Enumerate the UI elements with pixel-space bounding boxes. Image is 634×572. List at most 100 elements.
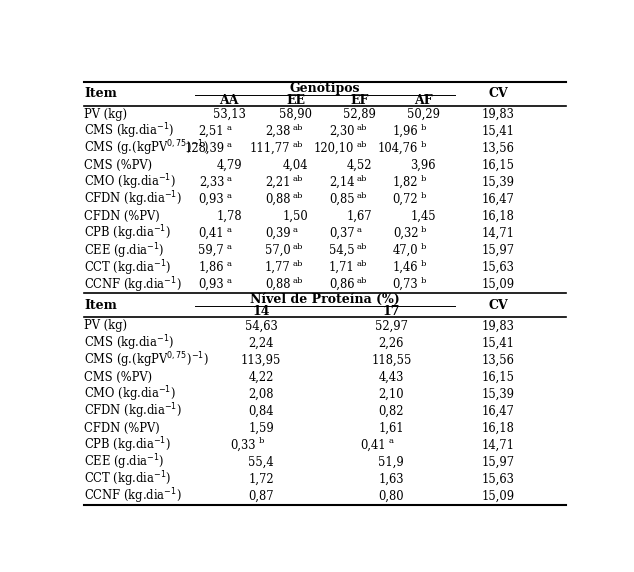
Text: PV (kg): PV (kg) (84, 319, 127, 332)
Text: CEE (g.dia$^{-1}$): CEE (g.dia$^{-1}$) (84, 452, 165, 472)
Text: ab: ab (357, 124, 367, 132)
Text: 120,10: 120,10 (314, 142, 354, 155)
Text: 0,88: 0,88 (265, 193, 290, 206)
Text: 0,85: 0,85 (329, 193, 354, 206)
Text: 0,41: 0,41 (361, 439, 386, 452)
Text: 51,9: 51,9 (378, 456, 404, 468)
Text: 1,77: 1,77 (265, 261, 290, 274)
Text: Item: Item (84, 88, 117, 101)
Text: 113,95: 113,95 (241, 353, 281, 367)
Text: 13,56: 13,56 (482, 353, 515, 367)
Text: 1,67: 1,67 (347, 210, 372, 223)
Text: CMS (kg.dia$^{-1}$): CMS (kg.dia$^{-1}$) (84, 122, 174, 141)
Text: 1,50: 1,50 (283, 210, 308, 223)
Text: 0,88: 0,88 (265, 278, 290, 291)
Text: 0,33: 0,33 (231, 439, 256, 452)
Text: 0,41: 0,41 (198, 227, 224, 240)
Text: 15,63: 15,63 (482, 472, 515, 486)
Text: CFDN (kg.dia$^{-1}$): CFDN (kg.dia$^{-1}$) (84, 401, 182, 421)
Text: 14,71: 14,71 (482, 227, 515, 240)
Text: CCNF (kg.dia$^{-1}$): CCNF (kg.dia$^{-1}$) (84, 486, 182, 506)
Text: b: b (421, 141, 426, 149)
Text: 2,24: 2,24 (249, 336, 274, 349)
Text: ab: ab (357, 175, 367, 183)
Text: 1,72: 1,72 (249, 472, 274, 486)
Text: b: b (421, 277, 426, 285)
Text: CMS (g.(kgPV$^{0,75}$)$^{-1}$): CMS (g.(kgPV$^{0,75}$)$^{-1}$) (84, 139, 209, 158)
Text: 16,47: 16,47 (482, 404, 515, 418)
Text: b: b (421, 192, 426, 200)
Text: 2,51: 2,51 (198, 125, 224, 138)
Text: 53,13: 53,13 (212, 108, 245, 121)
Text: CMO (kg.dia$^{-1}$): CMO (kg.dia$^{-1}$) (84, 384, 176, 404)
Text: 57,0: 57,0 (265, 244, 290, 257)
Text: ab: ab (357, 277, 367, 285)
Text: 15,39: 15,39 (482, 387, 515, 400)
Text: CMS (%PV): CMS (%PV) (84, 159, 152, 172)
Text: 54,5: 54,5 (329, 244, 354, 257)
Text: ab: ab (357, 141, 367, 149)
Text: a: a (227, 277, 231, 285)
Text: AA: AA (219, 94, 239, 107)
Text: 1,61: 1,61 (378, 422, 404, 435)
Text: 4,52: 4,52 (347, 159, 372, 172)
Text: ab: ab (357, 192, 367, 200)
Text: 55,4: 55,4 (249, 456, 274, 468)
Text: 0,32: 0,32 (393, 227, 418, 240)
Text: a: a (227, 192, 231, 200)
Text: 1,63: 1,63 (378, 472, 404, 486)
Text: 104,76: 104,76 (378, 142, 418, 155)
Text: 2,38: 2,38 (265, 125, 290, 138)
Text: 15,97: 15,97 (482, 244, 515, 257)
Text: a: a (227, 260, 231, 268)
Text: EE: EE (286, 94, 305, 107)
Text: b: b (421, 124, 426, 132)
Text: CEE (g.dia$^{-1}$): CEE (g.dia$^{-1}$) (84, 241, 165, 260)
Text: 15,41: 15,41 (482, 336, 515, 349)
Text: 52,97: 52,97 (375, 319, 408, 332)
Text: 15,41: 15,41 (482, 125, 515, 138)
Text: 0,84: 0,84 (249, 404, 274, 418)
Text: Nível de Proteína (%): Nível de Proteína (%) (250, 293, 400, 307)
Text: 16,47: 16,47 (482, 193, 515, 206)
Text: 15,09: 15,09 (482, 490, 515, 503)
Text: a: a (227, 141, 231, 149)
Text: CV: CV (488, 88, 508, 101)
Text: CFDN (kg.dia$^{-1}$): CFDN (kg.dia$^{-1}$) (84, 190, 182, 209)
Text: 0,72: 0,72 (392, 193, 418, 206)
Text: EF: EF (350, 94, 368, 107)
Text: ab: ab (293, 260, 304, 268)
Text: ab: ab (293, 277, 304, 285)
Text: 13,56: 13,56 (482, 142, 515, 155)
Text: ab: ab (357, 260, 367, 268)
Text: 15,63: 15,63 (482, 261, 515, 274)
Text: 4,79: 4,79 (216, 159, 242, 172)
Text: 16,18: 16,18 (482, 210, 515, 223)
Text: CPB (kg.dia$^{-1}$): CPB (kg.dia$^{-1}$) (84, 224, 171, 244)
Text: CV: CV (488, 299, 508, 312)
Text: 58,90: 58,90 (279, 108, 312, 121)
Text: CMS (kg.dia$^{-1}$): CMS (kg.dia$^{-1}$) (84, 333, 174, 353)
Text: 111,77: 111,77 (250, 142, 290, 155)
Text: 0,87: 0,87 (249, 490, 274, 503)
Text: 4,43: 4,43 (378, 371, 404, 383)
Text: ab: ab (293, 243, 304, 251)
Text: 0,39: 0,39 (265, 227, 290, 240)
Text: 0,93: 0,93 (198, 193, 224, 206)
Text: 1,78: 1,78 (216, 210, 242, 223)
Text: ab: ab (293, 192, 304, 200)
Text: 2,21: 2,21 (265, 176, 290, 189)
Text: a: a (227, 243, 231, 251)
Text: 14,71: 14,71 (482, 439, 515, 452)
Text: 4,04: 4,04 (283, 159, 308, 172)
Text: 1,59: 1,59 (248, 422, 274, 435)
Text: AF: AF (414, 94, 432, 107)
Text: 17: 17 (382, 305, 400, 319)
Text: 0,82: 0,82 (378, 404, 404, 418)
Text: PV (kg): PV (kg) (84, 108, 127, 121)
Text: 15,39: 15,39 (482, 176, 515, 189)
Text: 3,96: 3,96 (410, 159, 436, 172)
Text: a: a (293, 226, 298, 234)
Text: ab: ab (293, 175, 304, 183)
Text: ab: ab (293, 141, 304, 149)
